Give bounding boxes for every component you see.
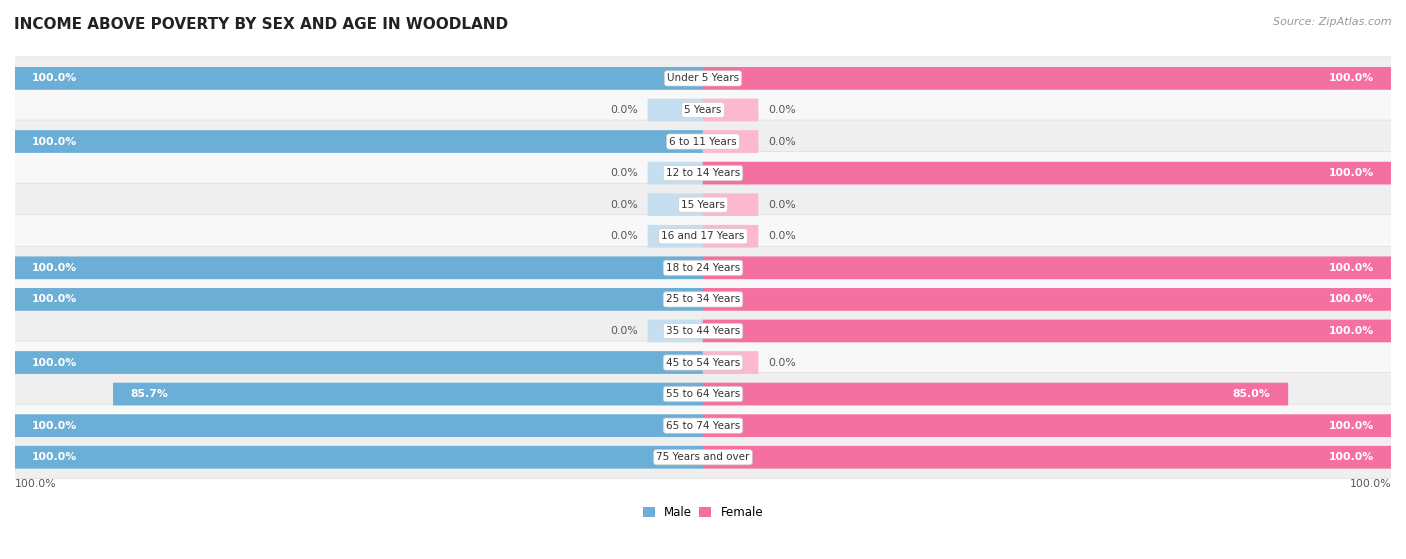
FancyBboxPatch shape bbox=[648, 225, 703, 248]
FancyBboxPatch shape bbox=[648, 162, 703, 184]
FancyBboxPatch shape bbox=[14, 414, 703, 437]
Text: 0.0%: 0.0% bbox=[768, 136, 796, 146]
FancyBboxPatch shape bbox=[703, 225, 758, 248]
FancyBboxPatch shape bbox=[703, 288, 1392, 311]
FancyBboxPatch shape bbox=[703, 351, 758, 374]
FancyBboxPatch shape bbox=[14, 151, 1392, 195]
Legend: Male, Female: Male, Female bbox=[638, 501, 768, 524]
FancyBboxPatch shape bbox=[703, 383, 1288, 405]
FancyBboxPatch shape bbox=[703, 193, 758, 216]
FancyBboxPatch shape bbox=[14, 436, 1392, 479]
Text: 18 to 24 Years: 18 to 24 Years bbox=[666, 263, 740, 273]
Text: 25 to 34 Years: 25 to 34 Years bbox=[666, 295, 740, 305]
Text: 100.0%: 100.0% bbox=[1329, 73, 1374, 83]
FancyBboxPatch shape bbox=[14, 404, 1392, 447]
Text: 100.0%: 100.0% bbox=[32, 421, 77, 430]
Text: 0.0%: 0.0% bbox=[610, 231, 638, 241]
Text: 100.0%: 100.0% bbox=[32, 358, 77, 367]
FancyBboxPatch shape bbox=[14, 278, 1392, 321]
Text: 15 Years: 15 Years bbox=[681, 200, 725, 210]
Text: 100.0%: 100.0% bbox=[1329, 421, 1374, 430]
Text: 100.0%: 100.0% bbox=[1329, 168, 1374, 178]
FancyBboxPatch shape bbox=[14, 57, 1392, 100]
FancyBboxPatch shape bbox=[14, 373, 1392, 415]
Text: 16 and 17 Years: 16 and 17 Years bbox=[661, 231, 745, 241]
Text: 45 to 54 Years: 45 to 54 Years bbox=[666, 358, 740, 367]
Text: 0.0%: 0.0% bbox=[768, 105, 796, 115]
FancyBboxPatch shape bbox=[648, 98, 703, 121]
Text: 100.0%: 100.0% bbox=[32, 263, 77, 273]
FancyBboxPatch shape bbox=[703, 162, 1392, 184]
FancyBboxPatch shape bbox=[703, 67, 1392, 90]
FancyBboxPatch shape bbox=[14, 341, 1392, 384]
FancyBboxPatch shape bbox=[648, 320, 703, 342]
Text: Source: ZipAtlas.com: Source: ZipAtlas.com bbox=[1274, 17, 1392, 27]
FancyBboxPatch shape bbox=[14, 183, 1392, 226]
FancyBboxPatch shape bbox=[703, 98, 758, 121]
Text: 75 Years and over: 75 Years and over bbox=[657, 452, 749, 462]
Text: 100.0%: 100.0% bbox=[1350, 479, 1391, 489]
FancyBboxPatch shape bbox=[14, 351, 703, 374]
Text: 0.0%: 0.0% bbox=[610, 168, 638, 178]
Text: INCOME ABOVE POVERTY BY SEX AND AGE IN WOODLAND: INCOME ABOVE POVERTY BY SEX AND AGE IN W… bbox=[14, 17, 508, 32]
FancyBboxPatch shape bbox=[14, 88, 1392, 131]
Text: 35 to 44 Years: 35 to 44 Years bbox=[666, 326, 740, 336]
Text: 0.0%: 0.0% bbox=[610, 326, 638, 336]
Text: 85.0%: 85.0% bbox=[1233, 389, 1271, 399]
FancyBboxPatch shape bbox=[14, 215, 1392, 258]
FancyBboxPatch shape bbox=[14, 67, 703, 90]
FancyBboxPatch shape bbox=[703, 130, 758, 153]
Text: 0.0%: 0.0% bbox=[610, 200, 638, 210]
FancyBboxPatch shape bbox=[703, 257, 1392, 279]
Text: 85.7%: 85.7% bbox=[131, 389, 169, 399]
FancyBboxPatch shape bbox=[14, 446, 703, 468]
Text: 5 Years: 5 Years bbox=[685, 105, 721, 115]
Text: 100.0%: 100.0% bbox=[1329, 326, 1374, 336]
FancyBboxPatch shape bbox=[14, 288, 703, 311]
FancyBboxPatch shape bbox=[703, 414, 1392, 437]
Text: 6 to 11 Years: 6 to 11 Years bbox=[669, 136, 737, 146]
Text: 100.0%: 100.0% bbox=[32, 136, 77, 146]
Text: 55 to 64 Years: 55 to 64 Years bbox=[666, 389, 740, 399]
Text: 100.0%: 100.0% bbox=[1329, 263, 1374, 273]
Text: 0.0%: 0.0% bbox=[768, 358, 796, 367]
FancyBboxPatch shape bbox=[14, 257, 703, 279]
Text: 0.0%: 0.0% bbox=[610, 105, 638, 115]
Text: 100.0%: 100.0% bbox=[1329, 295, 1374, 305]
Text: 100.0%: 100.0% bbox=[32, 452, 77, 462]
Text: 100.0%: 100.0% bbox=[32, 73, 77, 83]
FancyBboxPatch shape bbox=[14, 247, 1392, 290]
Text: 65 to 74 Years: 65 to 74 Years bbox=[666, 421, 740, 430]
Text: 100.0%: 100.0% bbox=[15, 479, 56, 489]
FancyBboxPatch shape bbox=[112, 383, 703, 405]
Text: 0.0%: 0.0% bbox=[768, 231, 796, 241]
FancyBboxPatch shape bbox=[14, 130, 703, 153]
FancyBboxPatch shape bbox=[703, 446, 1392, 468]
Text: 100.0%: 100.0% bbox=[32, 295, 77, 305]
FancyBboxPatch shape bbox=[14, 120, 1392, 163]
FancyBboxPatch shape bbox=[14, 310, 1392, 352]
Text: 12 to 14 Years: 12 to 14 Years bbox=[666, 168, 740, 178]
Text: Under 5 Years: Under 5 Years bbox=[666, 73, 740, 83]
FancyBboxPatch shape bbox=[703, 320, 1392, 342]
Text: 100.0%: 100.0% bbox=[1329, 452, 1374, 462]
FancyBboxPatch shape bbox=[648, 193, 703, 216]
Text: 0.0%: 0.0% bbox=[768, 200, 796, 210]
